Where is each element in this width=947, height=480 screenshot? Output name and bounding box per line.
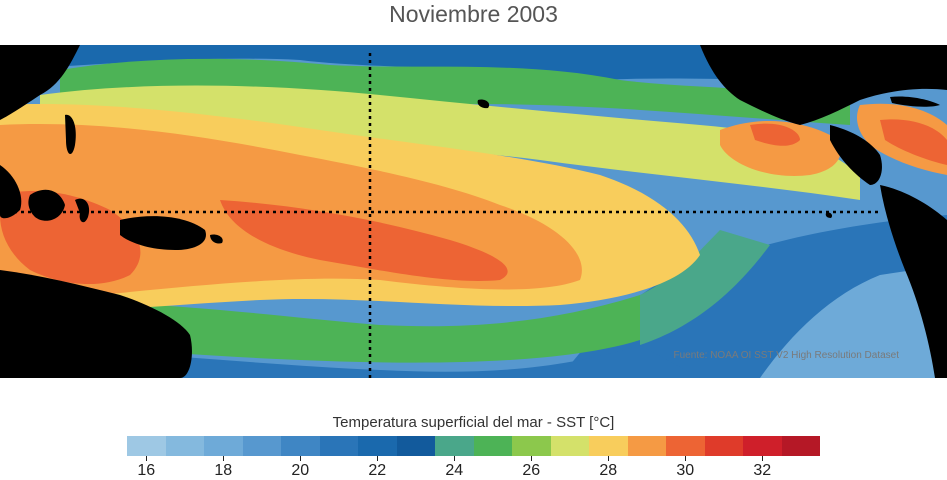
colorbar-swatch: [589, 436, 628, 456]
colorbar-tick: [377, 456, 379, 461]
colorbar-swatch: [666, 436, 705, 456]
colorbar-tick-label: 32: [753, 462, 772, 479]
cuba-island: [890, 96, 940, 107]
colorbar-title: Temperatura superficial del mar - SST [°…: [332, 414, 615, 431]
central-america-warm: [720, 120, 841, 176]
north-america-landmass: [700, 45, 947, 125]
philippines-landmass: [65, 114, 76, 155]
map-title: Noviembre 2003: [389, 1, 558, 27]
data-source-note: Fuente: NOAA OI SST V2 High Resolution D…: [673, 350, 899, 361]
colorbar-tick: [223, 456, 225, 461]
colorbar: [127, 436, 820, 456]
colorbar-tick-label: 30: [676, 462, 695, 479]
sulawesi-landmass: [75, 198, 90, 223]
new-guinea-landmass: [120, 216, 206, 250]
south-america-landmass: [880, 185, 947, 378]
colorbar-swatch: [550, 436, 589, 456]
colorbar-tick: [762, 456, 764, 461]
colorbar-tick-label: 16: [137, 462, 156, 479]
colorbar-ticks: 16 18 20 22 24 26 28 30 32: [127, 456, 820, 480]
colorbar-swatch: [358, 436, 397, 456]
colorbar-tick: [531, 456, 533, 461]
solomon-islands: [210, 234, 223, 244]
colorbar-tick-label: 26: [522, 462, 541, 479]
colorbar-swatch: [781, 436, 820, 456]
colorbar-tick: [300, 456, 302, 461]
sst-map: [0, 45, 947, 378]
southeast-cool-region: [760, 265, 947, 378]
colorbar-swatch: [281, 436, 320, 456]
colorbar-swatch: [165, 436, 204, 456]
colorbar-tick: [454, 456, 456, 461]
asia-landmass: [0, 45, 80, 120]
southeast-asia-landmass: [0, 165, 22, 219]
hawaii-islands: [477, 99, 490, 109]
colorbar-tick-label: 18: [214, 462, 233, 479]
colorbar-swatch: [319, 436, 358, 456]
australia-landmass: [0, 270, 192, 378]
caribbean-red: [880, 119, 947, 165]
south-teal-band: [640, 230, 770, 345]
colorbar-tick: [146, 456, 148, 461]
reference-lines: [0, 53, 880, 378]
colorbar-tick: [685, 456, 687, 461]
colorbar-tick: [608, 456, 610, 461]
warm-pool-red: [220, 200, 508, 281]
colorbar-swatch: [512, 436, 551, 456]
north-yellow-band: [40, 85, 860, 200]
colorbar-tick-label: 24: [445, 462, 464, 479]
colorbar-swatch: [704, 436, 743, 456]
colorbar-swatch: [396, 436, 435, 456]
central-america-red: [750, 123, 800, 146]
colorbar-swatch: [473, 436, 512, 456]
colorbar-swatch: [242, 436, 281, 456]
colorbar-tick-label: 22: [368, 462, 387, 479]
colorbar-tick-label: 28: [599, 462, 618, 479]
colorbar-swatch: [627, 436, 666, 456]
central-america-landmass: [830, 125, 882, 185]
landmasses: [0, 45, 947, 378]
colorbar-swatch: [204, 436, 243, 456]
colorbar-tick-label: 20: [291, 462, 310, 479]
colorbar-swatch: [127, 436, 166, 456]
galapagos-islands: [825, 212, 833, 218]
colorbar-swatch: [435, 436, 474, 456]
colorbar-swatch: [743, 436, 782, 456]
north-cool-band: [60, 58, 850, 126]
